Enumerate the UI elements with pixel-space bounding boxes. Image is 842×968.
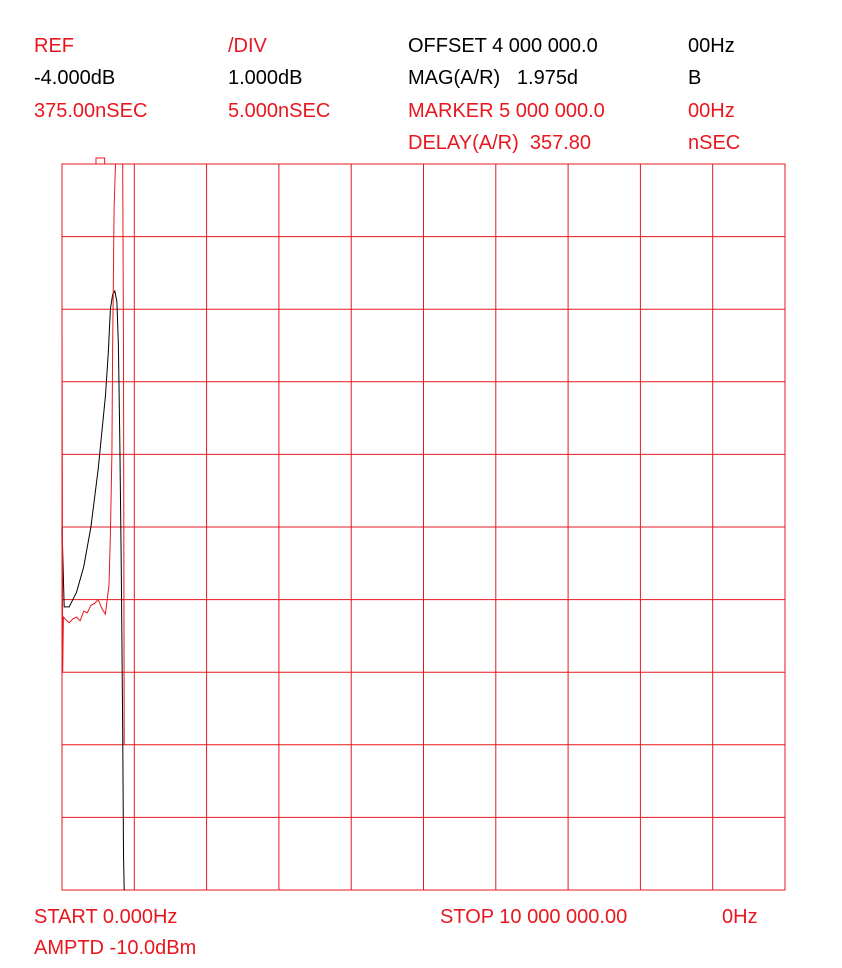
magnitude-readout: MAG(A/R) 1.975d xyxy=(408,67,579,89)
magnitude-unit: B xyxy=(688,67,702,89)
traces xyxy=(61,163,125,891)
marker-readout: MARKER 5 000 000.0 xyxy=(408,100,605,122)
marker-bracket xyxy=(95,157,106,164)
div-delay: 5.000nSEC xyxy=(228,100,331,122)
div-magnitude: 1.000dB xyxy=(228,67,303,89)
offset-readout: OFFSET 4 000 000.0 xyxy=(408,35,598,57)
marker-box xyxy=(95,157,106,164)
marker-unit: 00Hz xyxy=(688,100,735,122)
stop-frequency: STOP 10 000 000.00 xyxy=(440,906,628,928)
delay-readout: DELAY(A/R) 357.80 xyxy=(408,132,592,154)
ref-magnitude: -4.000dB xyxy=(34,67,116,89)
amplitude-setting: AMPTD -10.0dBm xyxy=(34,937,197,959)
plot-grid xyxy=(61,163,786,891)
magnitude-trace xyxy=(61,289,125,891)
stop-frequency-unit: 0Hz xyxy=(722,906,758,928)
ref-label: REF xyxy=(34,35,74,57)
delay-trace xyxy=(61,163,125,745)
offset-unit: 00Hz xyxy=(688,35,735,57)
delay-unit: nSEC xyxy=(688,132,741,154)
div-label: /DIV xyxy=(228,35,267,57)
ref-delay: 375.00nSEC xyxy=(34,100,148,122)
start-frequency: START 0.000Hz xyxy=(34,906,178,928)
